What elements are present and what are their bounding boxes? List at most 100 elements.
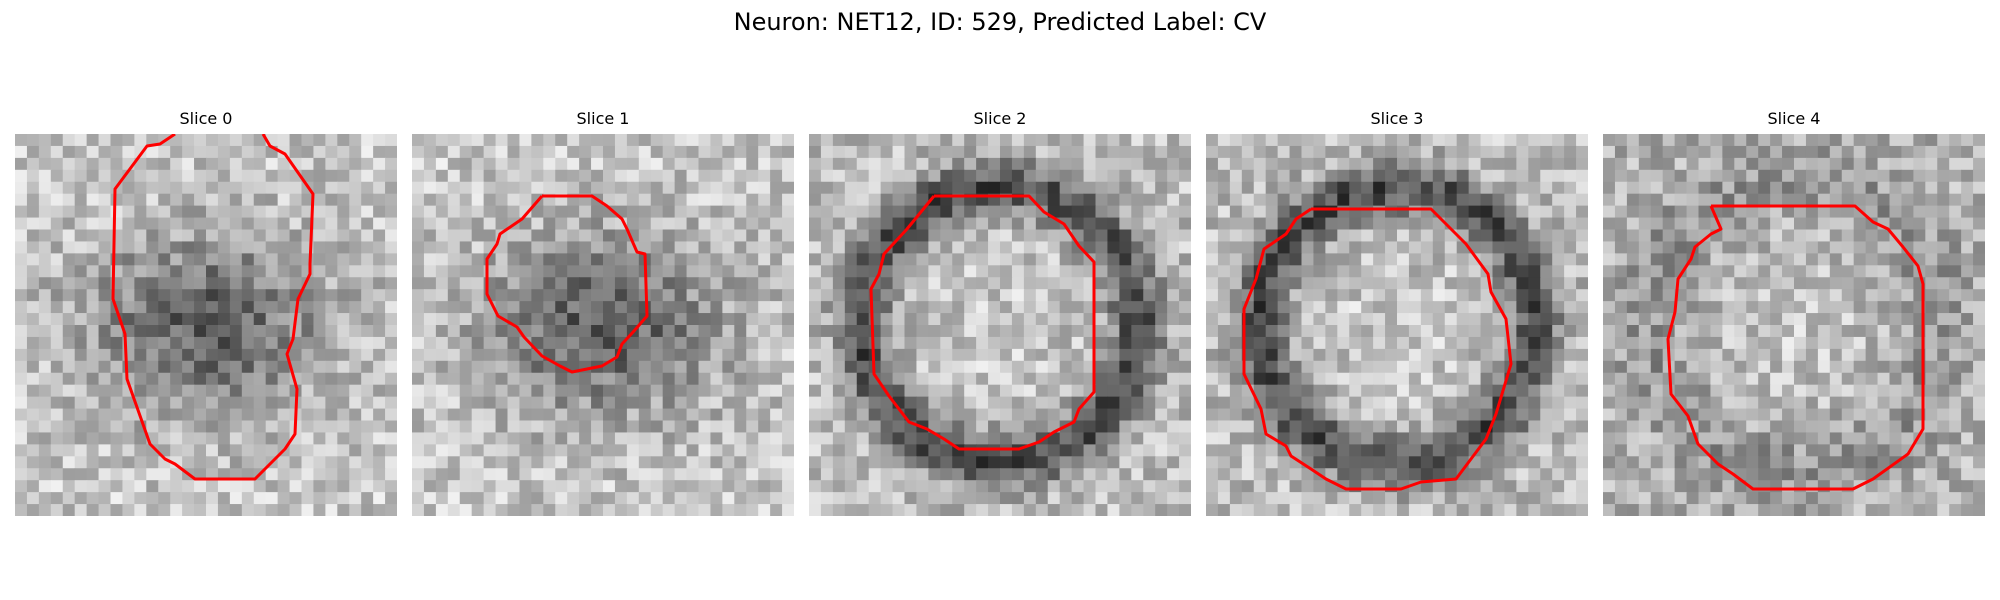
pixel: [495, 193, 509, 207]
pixel: [662, 289, 676, 302]
pixel: [1516, 444, 1529, 457]
pixel: [337, 396, 350, 410]
pixel: [1552, 169, 1565, 183]
pixel: [519, 348, 532, 362]
pixel: [253, 384, 267, 398]
pixel: [253, 157, 267, 171]
pixel: [1107, 420, 1120, 434]
pixel: [1035, 396, 1049, 410]
pixel: [361, 289, 374, 302]
pixel: [1492, 492, 1506, 505]
pixel: [567, 289, 580, 302]
pixel: [770, 456, 783, 469]
pixel: [1253, 325, 1267, 338]
pixel: [820, 181, 834, 195]
pixel: [1853, 253, 1867, 266]
pixel: [1698, 145, 1712, 159]
pixel: [1829, 360, 1843, 374]
pixel: [1107, 456, 1120, 469]
pixel: [1265, 217, 1279, 231]
pixel: [217, 336, 231, 350]
pixel: [1167, 169, 1180, 183]
pixel: [1229, 134, 1243, 147]
pixel: [1325, 444, 1338, 457]
pixel: [964, 372, 977, 386]
pixel: [722, 396, 735, 410]
pixel: [337, 313, 350, 326]
pixel: [1949, 348, 1962, 362]
pixel: [146, 480, 159, 493]
pixel: [856, 157, 870, 171]
pixel: [1301, 325, 1315, 338]
pixel: [1758, 169, 1771, 183]
pixel: [412, 313, 425, 326]
pixel: [809, 193, 822, 207]
pixel: [555, 313, 568, 326]
pixel: [1289, 313, 1303, 326]
pixel: [1432, 289, 1446, 302]
pixel: [928, 134, 941, 147]
pixel: [698, 205, 712, 219]
pixel: [1734, 265, 1747, 278]
pixel: [1516, 313, 1529, 326]
pixel: [809, 444, 822, 457]
pixel: [158, 468, 171, 481]
pixel: [1961, 289, 1974, 302]
pixel: [1638, 444, 1652, 457]
pixel: [1408, 265, 1422, 278]
pixel: [1662, 157, 1676, 171]
pixel: [447, 301, 461, 314]
pixel: [1432, 193, 1446, 207]
pixel: [495, 480, 509, 493]
pixel: [337, 193, 350, 207]
pixel: [38, 145, 52, 159]
pixel: [1504, 241, 1517, 254]
pixel: [1000, 181, 1013, 195]
pixel: [1662, 169, 1676, 183]
pixel: [194, 229, 207, 243]
pixel: [325, 265, 338, 278]
pixel: [483, 384, 497, 398]
pixel: [1937, 360, 1950, 374]
pixel: [134, 253, 147, 266]
pixel: [1408, 134, 1422, 147]
pixel: [1794, 432, 1807, 445]
pixel: [26, 456, 40, 469]
pixel: [1540, 504, 1553, 516]
pixel: [26, 289, 40, 302]
pixel: [555, 169, 568, 183]
pixel: [1492, 145, 1506, 159]
pixel: [1313, 372, 1326, 386]
pixel: [1107, 134, 1120, 147]
pixel: [1973, 432, 1985, 445]
pixel: [1480, 492, 1494, 505]
pixel: [519, 145, 532, 159]
pixel: [1698, 134, 1712, 147]
pixel: [361, 480, 374, 493]
pixel: [1179, 134, 1191, 147]
pixel: [1432, 480, 1446, 493]
pixel: [206, 336, 219, 350]
pixel: [1385, 336, 1398, 350]
pixel: [1865, 181, 1879, 195]
pixel: [1143, 492, 1156, 505]
pixel: [1913, 169, 1926, 183]
pixel: [1167, 277, 1180, 290]
pixel: [1650, 253, 1664, 266]
pixel: [62, 336, 76, 350]
pixel: [1722, 444, 1735, 457]
pixel: [459, 420, 473, 434]
pixel: [880, 134, 894, 147]
pixel: [277, 480, 291, 493]
pixel: [1107, 408, 1120, 422]
pixel: [1277, 313, 1291, 326]
pixel: [892, 444, 906, 457]
pixel: [1480, 325, 1494, 338]
pixel: [1614, 157, 1628, 171]
pixel: [459, 169, 473, 183]
pixel: [1638, 420, 1652, 434]
pixel: [734, 420, 747, 434]
pixel: [686, 217, 700, 231]
pixel: [1456, 372, 1470, 386]
pixel: [1155, 384, 1168, 398]
